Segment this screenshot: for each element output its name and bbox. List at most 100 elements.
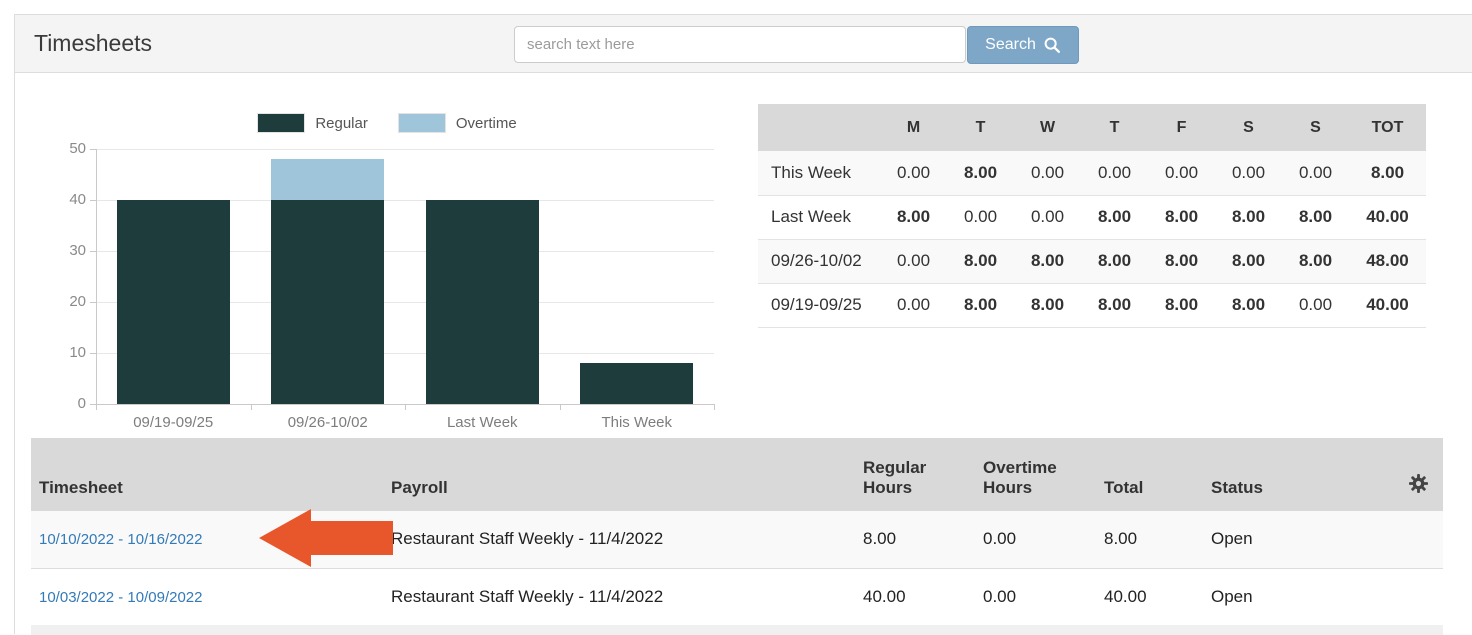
week-row-label: 09/26-10/02: [771, 251, 862, 270]
x-tick: [405, 404, 406, 410]
x-category-label: 09/19-09/25: [133, 414, 214, 431]
status-cell: Open: [1211, 586, 1253, 606]
week-hours-cell: 0.00: [896, 251, 931, 270]
column-header-timesheet: Timesheet: [31, 438, 386, 511]
column-header-payroll: Payroll: [386, 438, 858, 511]
column-header-status: Status: [1206, 438, 1376, 511]
week-hours-cell: 0.00: [896, 162, 931, 182]
legend-swatch: [257, 113, 306, 133]
actions-cell: [1376, 511, 1443, 568]
bar-regular-09/19-09/25: [116, 200, 230, 404]
week-hours-cell: 0.00: [1298, 162, 1333, 182]
week-hours-cell: 8.00: [1298, 251, 1333, 270]
week-table-col-f: F: [1148, 104, 1215, 151]
timesheet-date-link[interactable]: 10/03/2022 - 10/09/2022: [39, 588, 203, 606]
y-tick: [90, 302, 96, 303]
payroll-cell: Restaurant Staff Weekly - 11/4/2022: [391, 529, 664, 549]
search-button[interactable]: Search: [967, 26, 1079, 64]
legend-label: Overtime: [455, 114, 517, 132]
total-cell: 40.00: [1104, 586, 1147, 606]
week-table-col-t: T: [947, 104, 1014, 151]
timesheets-panel: Timesheets Search Regular Overtime 0 10 20 30…: [14, 14, 1472, 635]
annotation-arrow-icon: [259, 509, 393, 567]
week-hours-cell: 0.00: [896, 295, 931, 314]
timesheet-table: Timesheet Payroll Regular Hours Overtime Ho…: [31, 438, 1443, 626]
week-hours-cell: 0.00: [1164, 162, 1199, 182]
week-table-col-s: S: [1215, 104, 1282, 151]
y-tick: [90, 251, 96, 252]
search-area: Search: [514, 26, 1079, 64]
week-hours-cell: 8.00: [1164, 207, 1199, 226]
week-hours-cell: 0.00: [1298, 295, 1333, 314]
week-hours-cell: 8.00: [1097, 207, 1132, 226]
y-tick-label: 20: [69, 293, 86, 310]
total-cell: 8.00: [1104, 529, 1138, 549]
week-hours-cell: 0.00: [1030, 162, 1065, 182]
legend-label: Regular: [315, 114, 368, 132]
overtime-hours-cell: 0.00: [983, 586, 1017, 606]
y-tick: [90, 149, 96, 150]
search-input[interactable]: [514, 26, 966, 63]
x-category-label: 09/26-10/02: [287, 414, 368, 431]
y-axis: [96, 149, 97, 404]
gridline-10: [96, 353, 714, 354]
content-area: Regular Overtime 0 10 20 30 40 50 09/19-09/25 09/…: [15, 73, 1472, 635]
bar-overtime-09/26-10/02: [271, 159, 385, 200]
week-row-label: Last Week: [771, 207, 852, 226]
gear-icon[interactable]: [1409, 474, 1428, 493]
week-table-col-s: S: [1282, 104, 1349, 151]
week-table-col-t: T: [1081, 104, 1148, 151]
week-table-col-tot: TOT: [1349, 104, 1426, 151]
bar-regular-09/26-10/02: [271, 200, 385, 404]
week-table-row: 09/26-10/02 0.00 8.00 8.00 8.00 8.00 8.00 8.00 4…: [758, 239, 1426, 283]
week-table-col-w: W: [1014, 104, 1081, 151]
week-hours-cell: 8.00: [963, 162, 998, 182]
timesheet-cell: 10/10/2022 - 10/16/2022: [31, 511, 386, 568]
x-tick: [714, 404, 715, 410]
week-hours-cell: 0.00: [1097, 162, 1132, 182]
week-table-row: 09/19-09/25 0.00 8.00 8.00 8.00 8.00 8.00 0.00 4…: [758, 283, 1426, 327]
week-table-blank-header: [758, 104, 880, 151]
gridline-30: [96, 251, 714, 252]
legend-item-overtime: Overtime: [397, 113, 517, 133]
week-hours-cell: 8.00: [1097, 251, 1132, 270]
y-tick: [90, 200, 96, 201]
week-hours-cell: 8.00: [1030, 251, 1065, 270]
week-hours-cell: 8.00: [1164, 295, 1199, 314]
week-hours-cell: 8.00: [1370, 162, 1405, 182]
week-hours-cell: 8.00: [1231, 251, 1266, 270]
y-tick-label: 10: [69, 344, 86, 361]
week-row-label: 09/19-09/25: [771, 295, 862, 314]
header-bar: Timesheets Search: [15, 15, 1472, 73]
column-settings: [1376, 438, 1443, 511]
gridline-20: [96, 302, 714, 303]
week-hours-cell: 0.00: [963, 207, 998, 226]
bar-regular-Last Week: [425, 200, 539, 404]
search-button-label: Search: [985, 36, 1036, 53]
y-tick: [90, 353, 96, 354]
x-tick: [559, 404, 561, 410]
timesheet-date-link[interactable]: 10/10/2022 - 10/16/2022: [39, 531, 203, 549]
y-tick-label: 0: [77, 395, 86, 412]
page-title: Timesheets: [34, 30, 153, 56]
x-tick: [250, 404, 252, 410]
week-hours-cell: 8.00: [1231, 207, 1266, 226]
timesheet-row: 10/03/2022 - 10/09/2022 Restaurant Staff …: [31, 568, 1443, 625]
column-header-regular-hours: Regular Hours: [858, 438, 978, 511]
payroll-cell: Restaurant Staff Weekly - 11/4/2022: [391, 586, 664, 606]
gridline-50: [96, 149, 714, 150]
week-hours-cell: 0.00: [1030, 207, 1065, 226]
x-category-label: This Week: [601, 414, 673, 431]
x-category-label: Last Week: [446, 414, 518, 431]
y-tick-label: 50: [69, 140, 86, 157]
status-cell: Open: [1211, 529, 1253, 549]
week-hours-cell: 8.00: [1298, 207, 1333, 226]
week-hours-cell: 8.00: [1164, 251, 1199, 270]
y-tick-label: 40: [69, 191, 86, 208]
week-hours-cell: 8.00: [1097, 295, 1132, 314]
week-hours-cell: 8.00: [963, 295, 998, 314]
week-table-row: Last Week 8.00 0.00 0.00 8.00 8.00 8.00 8.00 40.…: [758, 195, 1426, 239]
regular-hours-cell: 8.00: [863, 529, 897, 549]
y-tick-label: 30: [69, 242, 86, 259]
x-tick: [96, 404, 97, 410]
